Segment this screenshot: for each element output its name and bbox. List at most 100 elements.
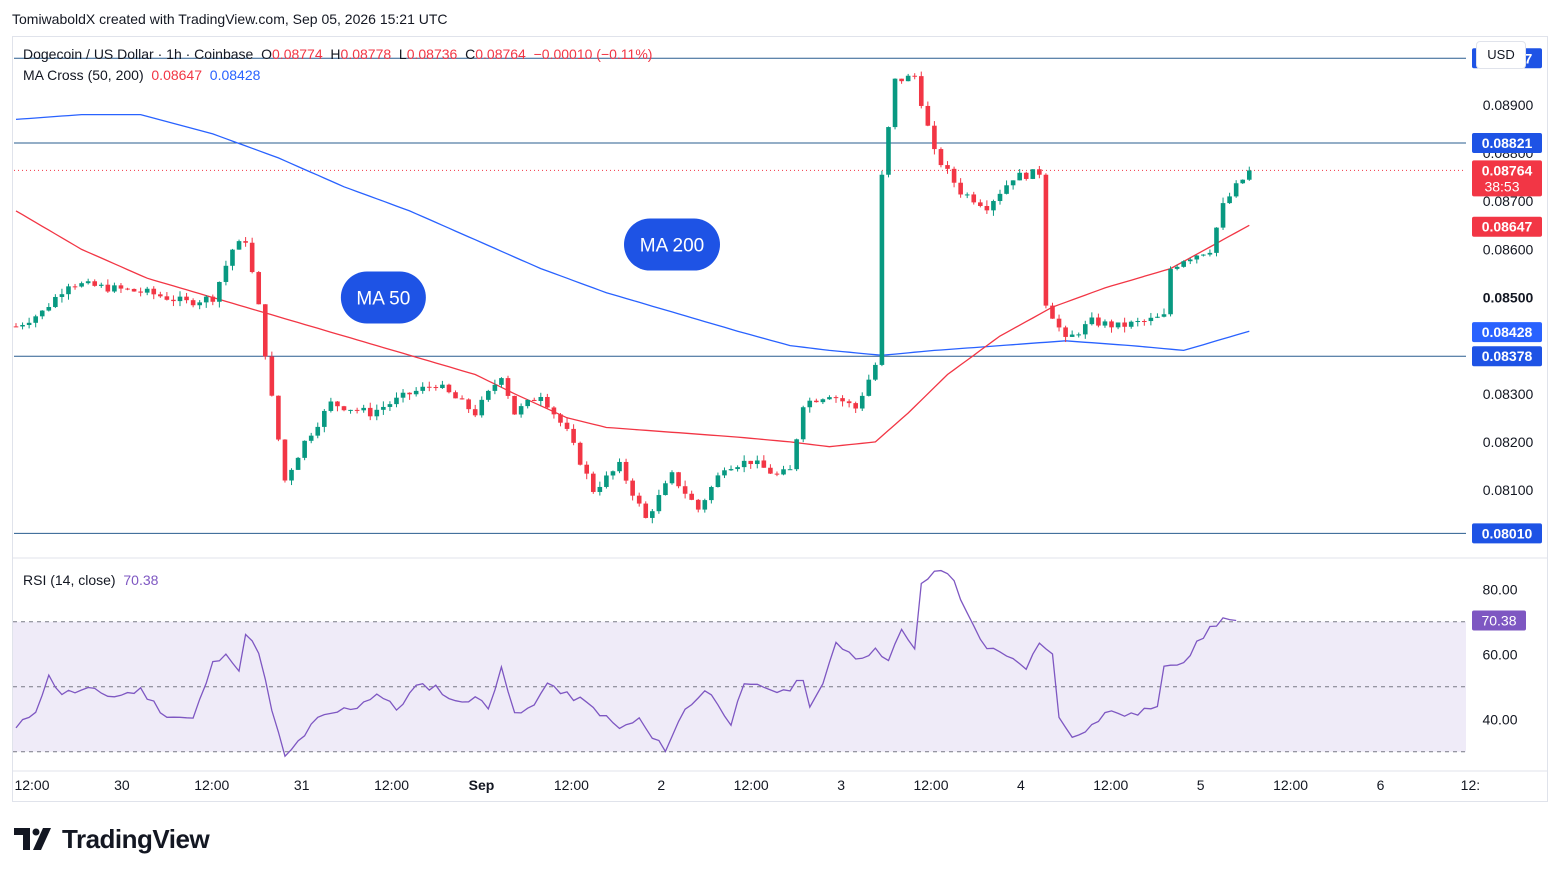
candle-body xyxy=(1069,334,1075,337)
tradingview-logo: TradingView xyxy=(14,823,210,854)
candle-body xyxy=(525,399,530,407)
candle-body xyxy=(1089,317,1095,325)
price-tick-label: 0.08900 xyxy=(1483,97,1534,113)
candle-body xyxy=(689,493,694,500)
price-tag-label: 0.08647 xyxy=(1482,219,1533,235)
candle-body xyxy=(322,410,327,427)
candle-body xyxy=(66,286,71,295)
candle-body xyxy=(1148,317,1154,322)
candle-body xyxy=(112,285,117,292)
time-tick-label: 12: xyxy=(1461,777,1480,793)
candle-body xyxy=(1102,321,1108,326)
candle-body xyxy=(827,397,832,400)
candle-body xyxy=(144,288,150,293)
moving-averages xyxy=(15,113,1250,448)
countdown-label: 38:53 xyxy=(1484,178,1519,194)
level-price-tag-label: 0.08378 xyxy=(1482,348,1533,364)
candle-body xyxy=(814,400,819,403)
candle-body xyxy=(912,75,918,77)
candle-body xyxy=(1037,169,1042,175)
candle-body xyxy=(328,401,334,411)
level-price-tag xyxy=(1472,346,1542,367)
candle-body xyxy=(420,386,426,391)
candle-body xyxy=(663,483,668,496)
candle-body xyxy=(413,390,419,395)
candle-body xyxy=(545,396,550,408)
candle-body xyxy=(26,322,32,325)
candle-body xyxy=(131,288,137,292)
candle-body xyxy=(53,296,58,308)
candle-body xyxy=(551,407,557,415)
candle-body xyxy=(695,499,701,510)
candle-body xyxy=(1214,227,1219,253)
price-tick-label: 0.08200 xyxy=(1483,434,1534,450)
candle-body xyxy=(282,439,288,481)
candle-body xyxy=(486,390,491,400)
ma200-value: 0.08428 xyxy=(209,67,261,83)
candle-body xyxy=(702,500,708,510)
time-tick-label: 12:00 xyxy=(913,777,948,793)
candle-body xyxy=(295,457,301,470)
level-price-tag-label: 0.08821 xyxy=(1482,135,1533,151)
ma-label: MA Cross (50, 200) xyxy=(23,67,144,83)
candle-body xyxy=(387,404,393,407)
candle-body xyxy=(1207,252,1213,255)
rsi-pane xyxy=(13,569,1466,758)
ma-annotation-bubble xyxy=(340,271,426,324)
open-label: O xyxy=(261,46,273,62)
time-tick-label: Sep xyxy=(469,777,495,793)
candle-body xyxy=(807,400,813,408)
candle-body xyxy=(308,435,314,441)
tradingview-logo-icon xyxy=(14,828,51,850)
candle-body xyxy=(210,296,216,302)
low-value: 0.08736 xyxy=(406,46,458,62)
candle-body xyxy=(1109,321,1114,328)
candle-body xyxy=(217,281,222,302)
candle-body xyxy=(597,486,603,492)
candle-body xyxy=(1115,322,1121,328)
candle-body xyxy=(892,78,898,128)
low-label: L xyxy=(398,46,407,62)
rsi-tick-label: 60.00 xyxy=(1482,646,1517,662)
candle-body xyxy=(105,284,111,292)
candle-body xyxy=(302,440,307,458)
price-tick-label: 0.08500 xyxy=(1483,290,1534,306)
candle-body xyxy=(505,378,511,396)
candle-body xyxy=(1227,196,1232,204)
candle-body xyxy=(230,249,235,266)
ma50-value: 0.08647 xyxy=(151,67,202,83)
candle-body xyxy=(125,288,130,290)
currency-button[interactable]: USD xyxy=(1476,41,1526,69)
time-tick-label: 12:00 xyxy=(194,777,229,793)
candle-body xyxy=(1233,183,1239,197)
candle-body xyxy=(1004,185,1009,194)
candle-body xyxy=(728,469,734,471)
candle-body xyxy=(754,460,760,465)
candle-body xyxy=(636,495,642,504)
rsi-legend[interactable]: RSI (14, close) 70.38 xyxy=(23,572,158,588)
candle-body xyxy=(604,475,609,487)
symbol-name[interactable]: Dogecoin / US Dollar · 1h · Coinbase xyxy=(23,46,254,62)
candle-body xyxy=(118,285,124,289)
candle-body xyxy=(335,401,340,407)
candle-body xyxy=(276,395,281,440)
candle-body xyxy=(1240,179,1246,184)
candle-body xyxy=(203,296,209,303)
candle-body xyxy=(79,283,84,287)
candle-body xyxy=(1155,316,1160,318)
candle-body xyxy=(650,511,655,518)
time-tick-label: 12:00 xyxy=(734,777,769,793)
close-label: C xyxy=(465,46,476,62)
brand-name: TradingView xyxy=(62,823,210,854)
rsi-line xyxy=(15,569,1237,758)
rsi-label: RSI (14, close) xyxy=(23,572,116,588)
candle-body xyxy=(164,296,170,300)
candle-body xyxy=(964,194,970,196)
price-tag xyxy=(1472,216,1542,237)
candle-body xyxy=(381,406,386,410)
candle-body xyxy=(558,414,563,423)
candle-body xyxy=(72,286,78,288)
candle-body xyxy=(590,473,596,492)
ma-legend[interactable]: MA Cross (50, 200) 0.08647 0.08428 xyxy=(23,67,260,83)
